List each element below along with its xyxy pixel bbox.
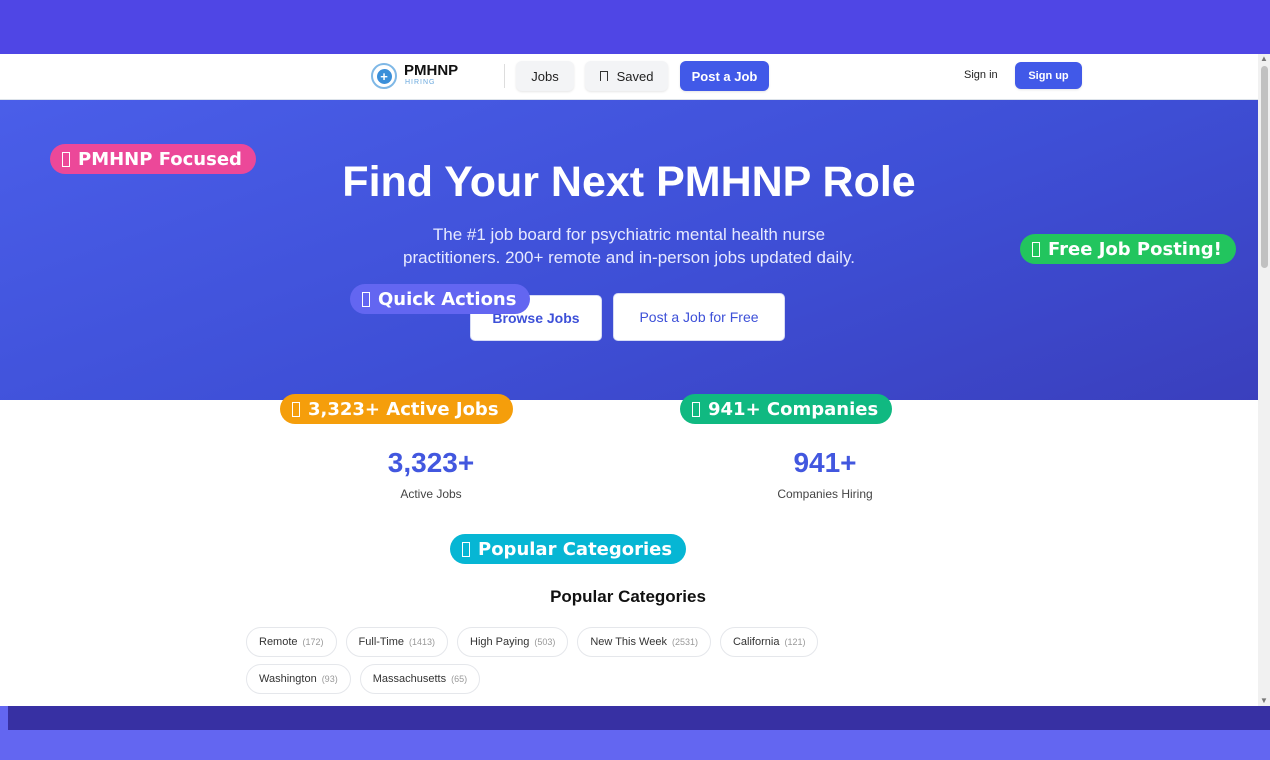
post-job-free-button[interactable]: Post a Job for Free: [613, 293, 785, 341]
scrollbar-thumb[interactable]: [1261, 66, 1268, 268]
stat-active-jobs-value: 3,323+: [387, 447, 475, 478]
category-chip-full-time[interactable]: Full-Time (1413): [345, 627, 448, 657]
post-job-button[interactable]: Post a Job: [680, 61, 769, 91]
scroll-up-icon[interactable]: ▲: [1260, 54, 1268, 63]
sign-in-link[interactable]: Sign in: [964, 69, 998, 81]
footer-band: [8, 706, 1270, 730]
divider: [504, 64, 505, 88]
stat-companies-value: 941+: [793, 447, 857, 478]
stat-companies-label: Companies Hiring: [777, 487, 873, 501]
hero-subtitle-2: practitioners. 200+ remote and in-person…: [403, 248, 855, 267]
category-chip-washington[interactable]: Washington (93): [246, 664, 351, 694]
tag-companies: 941+ Companies: [680, 394, 893, 424]
saved-label: Saved: [616, 68, 654, 84]
tag-active-jobs: 3,323+ Active Jobs: [280, 394, 513, 424]
tag-free-job-posting: Free Job Posting!: [1020, 234, 1236, 264]
logo-icon[interactable]: +: [371, 63, 397, 89]
bookmark-icon: [599, 71, 608, 81]
tag-pmhnp-focused: PMHNP Focused: [50, 144, 256, 174]
logo-title[interactable]: PMHNP: [404, 62, 459, 79]
category-chip-massachusetts[interactable]: Massachusetts (65): [359, 664, 481, 694]
sign-up-button[interactable]: Sign up: [1015, 62, 1082, 89]
category-chip-remote[interactable]: Remote (172): [246, 627, 337, 657]
category-chip-new-this-week[interactable]: New This Week (2531): [577, 627, 711, 657]
logo-subtitle: HIRING: [405, 79, 436, 86]
scroll-down-icon[interactable]: ▼: [1260, 696, 1268, 705]
saved-button[interactable]: Saved: [585, 61, 668, 91]
category-chip-high-paying[interactable]: High Paying (503): [457, 627, 569, 657]
tag-popular-categories: Popular Categories: [450, 534, 687, 564]
categories-heading: Popular Categories: [550, 587, 706, 606]
jobs-button[interactable]: Jobs: [516, 61, 574, 91]
tag-quick-actions: Quick Actions: [350, 284, 531, 314]
category-list: Remote (172) Full-Time (1413) High Paying(…: [246, 627, 926, 694]
hero-title: Find Your Next PMHNP Role: [342, 158, 916, 206]
hero-subtitle-1: The #1 job board for psychiatric mental …: [432, 225, 826, 244]
stat-active-jobs-label: Active Jobs: [400, 487, 462, 501]
top-band: [0, 0, 1270, 54]
category-chip-california[interactable]: California (121): [719, 627, 819, 657]
